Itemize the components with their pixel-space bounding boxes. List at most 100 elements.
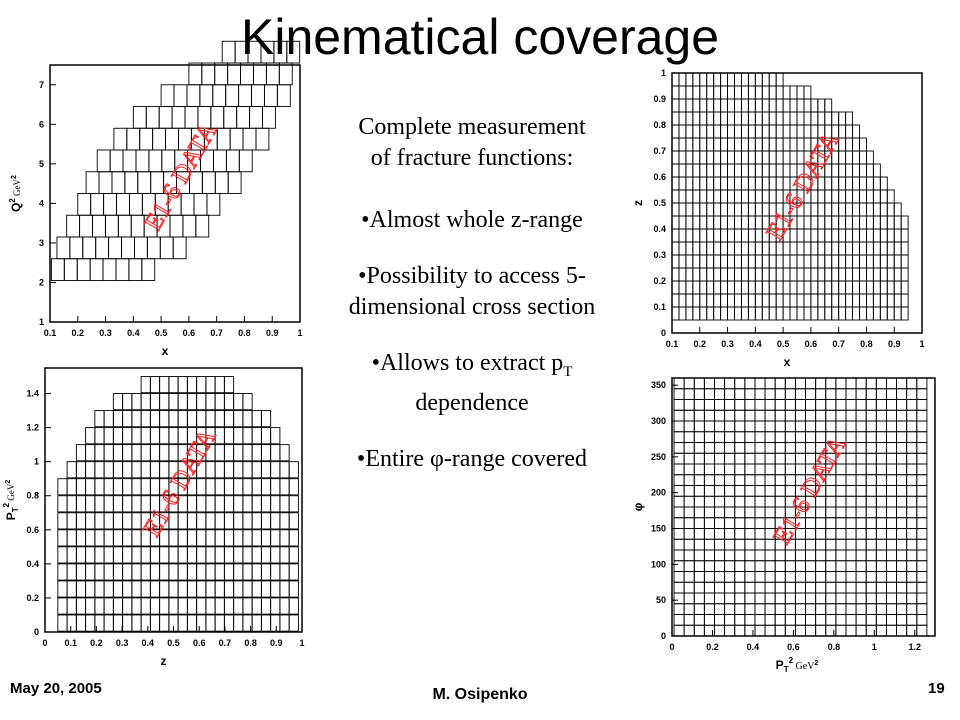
- bin-cell: [703, 624, 715, 637]
- y-tick-label: 50: [656, 595, 666, 605]
- bin-cell: [692, 267, 701, 282]
- bin-cell: [678, 98, 687, 113]
- bin-cell: [764, 603, 776, 615]
- bin-cell: [855, 388, 867, 400]
- bin-cell: [740, 176, 749, 191]
- bin-cell: [85, 495, 96, 513]
- bin-cell: [900, 280, 909, 295]
- bin-cell: [845, 549, 857, 562]
- bin-cell: [784, 452, 796, 465]
- bin-cell: [906, 485, 918, 497]
- bin-cell: [240, 62, 254, 86]
- bin-cell: [794, 388, 806, 400]
- bin-cell: [139, 127, 154, 151]
- bin-cell: [852, 280, 860, 295]
- bin-cell: [855, 560, 867, 572]
- bin-cell: [865, 293, 874, 308]
- bin-cell: [168, 427, 179, 445]
- bin-cell: [177, 393, 188, 411]
- bin-cell: [685, 254, 694, 269]
- bin-cell: [135, 149, 150, 173]
- bin-cell: [831, 267, 840, 282]
- bin-cell: [85, 427, 96, 445]
- bin-cell: [727, 202, 735, 217]
- bin-cell: [205, 376, 216, 394]
- bin-cell: [796, 228, 805, 243]
- bullet-phi-range: •Entire φ-range covered: [356, 445, 588, 472]
- bin-cell: [845, 137, 854, 152]
- bin-cell: [279, 512, 290, 530]
- y-tick-label: 0.2: [26, 593, 39, 603]
- bin-cell: [724, 485, 736, 497]
- bin-cell: [896, 560, 908, 572]
- y-axis-label: PT2 GeV2: [2, 480, 20, 521]
- bin-cell: [720, 215, 729, 230]
- bin-cell: [754, 150, 763, 165]
- y-tick-label: 0: [34, 627, 39, 637]
- bin-cell: [223, 529, 235, 547]
- bin-cell: [160, 84, 175, 107]
- bin-cell: [683, 571, 695, 583]
- bin-cell: [703, 517, 715, 529]
- bin-cell: [740, 98, 749, 113]
- bin-cell: [196, 597, 207, 615]
- bin-cell: [685, 150, 694, 165]
- bin-cell: [69, 236, 84, 260]
- bin-cell: [845, 377, 857, 390]
- bin-cell: [768, 98, 777, 113]
- bin-cell: [838, 241, 847, 256]
- bin-cell: [747, 124, 756, 139]
- bin-cell: [774, 431, 786, 443]
- bin-cell: [678, 254, 687, 269]
- bin-cell: [94, 546, 105, 564]
- bin-cell: [831, 241, 840, 256]
- bin-cell: [747, 228, 756, 243]
- bin-cell: [122, 478, 133, 496]
- bin-cell: [693, 452, 705, 465]
- bin-cell: [273, 40, 288, 64]
- bin-cell: [824, 228, 833, 243]
- bin-cell: [734, 495, 746, 508]
- bin-cell: [159, 444, 170, 462]
- bin-cell: [775, 98, 784, 113]
- bin-cell: [906, 549, 918, 562]
- bin-cell: [223, 512, 235, 530]
- bin-cell: [815, 517, 827, 529]
- bin-cell: [744, 538, 756, 551]
- y-tick-label: 0.4: [26, 559, 39, 569]
- bin-cell: [900, 254, 909, 269]
- bin-cell: [734, 124, 742, 139]
- bin-cell: [713, 267, 722, 282]
- bullet-pt-line1: •Allows to extract pT: [300, 348, 644, 388]
- bin-cell: [824, 176, 833, 191]
- bin-cell: [906, 463, 918, 476]
- bin-cell: [671, 215, 680, 230]
- x-tick-label: 0.4: [749, 339, 762, 349]
- bin-cell: [137, 171, 152, 194]
- bin-cell: [761, 202, 770, 217]
- bin-cell: [149, 614, 161, 632]
- bin-cell: [103, 193, 117, 216]
- bin-cell: [744, 614, 756, 626]
- bin-cell: [875, 463, 887, 476]
- bin-cell: [678, 124, 687, 139]
- x-axis-sub: T: [784, 665, 789, 674]
- bin-cell: [714, 409, 726, 422]
- bin-cell: [260, 512, 272, 530]
- bin-cell: [885, 614, 898, 626]
- bin-cell: [678, 150, 687, 165]
- bin-cell: [734, 150, 742, 165]
- bin-cell: [784, 388, 796, 400]
- bin-cell: [875, 560, 887, 572]
- coverage-bins: [671, 72, 909, 321]
- bin-cell: [94, 597, 105, 615]
- bin-cell: [724, 506, 736, 519]
- bin-cell: [775, 280, 784, 295]
- bin-cell: [835, 560, 847, 572]
- bin-cell: [768, 293, 777, 308]
- bin-cell: [734, 571, 746, 583]
- bin-cell: [810, 293, 819, 308]
- bin-cell: [744, 517, 756, 529]
- bin-cell: [775, 267, 784, 282]
- bin-cell: [734, 98, 742, 113]
